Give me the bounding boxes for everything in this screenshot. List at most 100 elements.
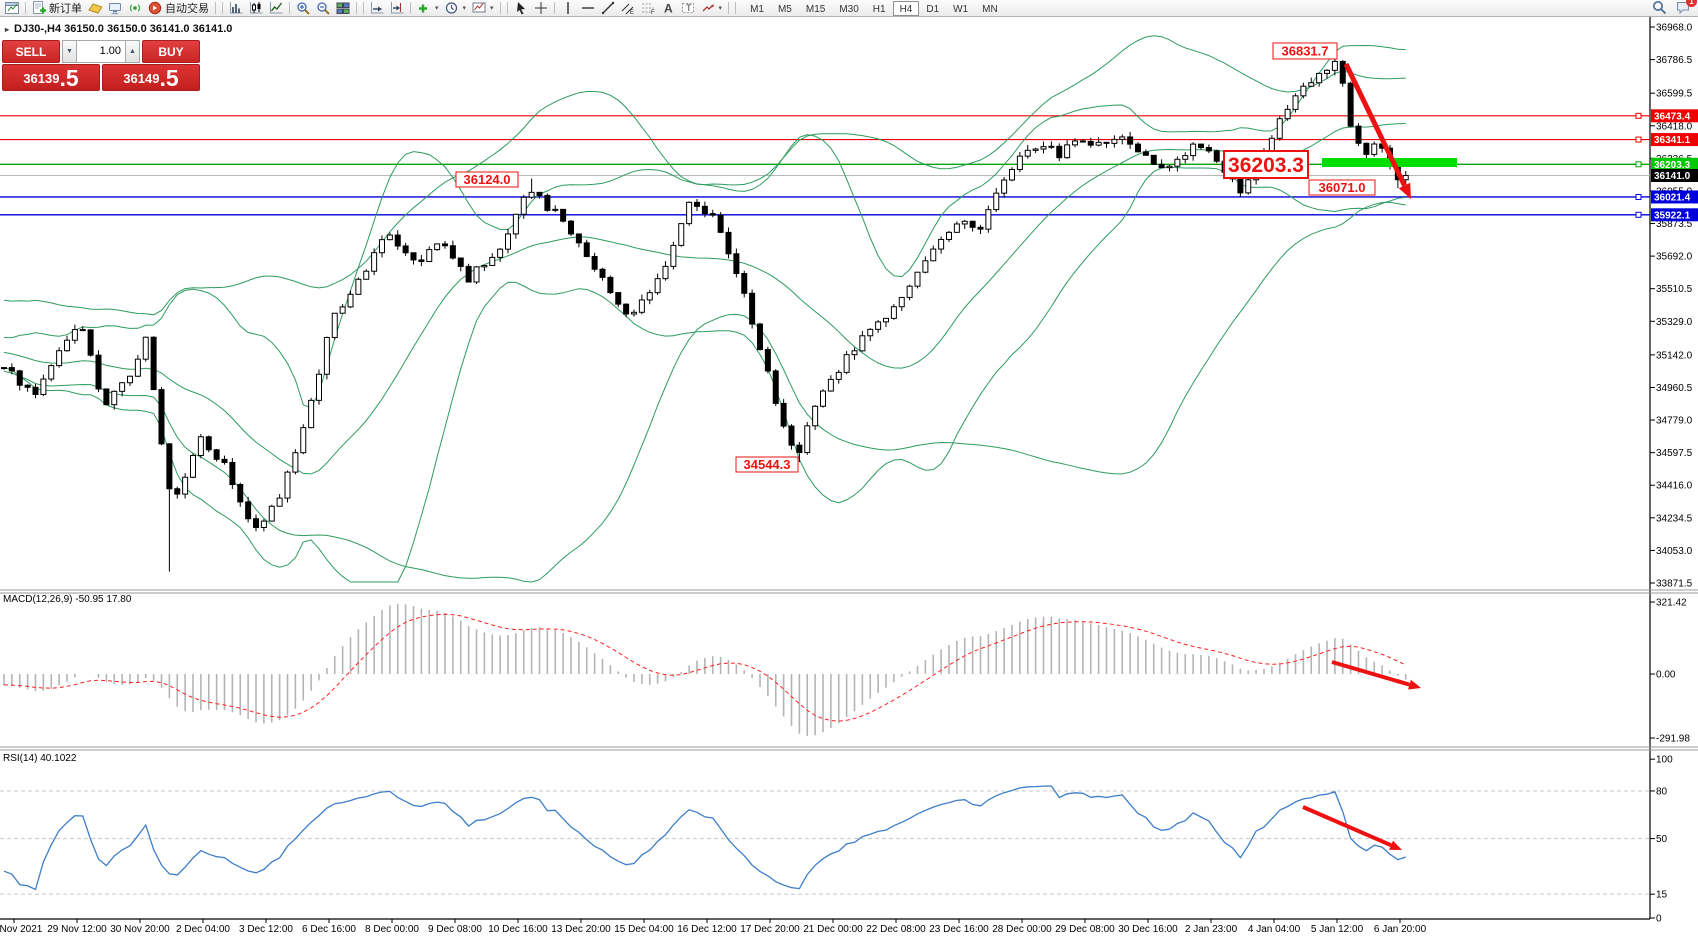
trend-arrow[interactable] — [1343, 62, 1411, 199]
line-chart-mode-button[interactable] — [266, 0, 286, 16]
symbol-ohlc-readout: ▸ DJ30-,H4 36150.0 36150.0 36141.0 36141… — [5, 23, 232, 35]
buy-button[interactable]: BUY — [142, 40, 200, 63]
svg-text:0: 0 — [1656, 914, 1662, 925]
volume-increase-button[interactable]: ▲ — [125, 40, 140, 63]
chart-window-button[interactable] — [2, 0, 22, 16]
notifications-button[interactable]: 1 — [1676, 0, 1697, 17]
rsi-pane: RSI(14) 40.1022 100 80 50 15 0 — [0, 753, 1673, 925]
peak-price-label[interactable] — [1272, 42, 1338, 60]
vertical-line-button[interactable] — [558, 0, 578, 16]
periods-button[interactable]: ▾ — [442, 0, 470, 16]
svg-text:23 Dec 16:00: 23 Dec 16:00 — [929, 924, 989, 935]
toolbar-separator — [215, 2, 216, 14]
svg-text:35873.5: 35873.5 — [1656, 219, 1693, 230]
sell-price[interactable]: 36139.5 — [2, 64, 100, 91]
tile-windows-button[interactable] — [333, 0, 353, 16]
svg-text:100: 100 — [1656, 755, 1673, 766]
candlestick-chart-mode-button[interactable] — [246, 0, 266, 16]
svg-text:33871.5: 33871.5 — [1656, 579, 1693, 590]
text-icon: A — [664, 2, 673, 16]
vertical-line-icon — [566, 2, 569, 14]
bar-chart-mode-icon — [230, 2, 243, 14]
svg-text:13 Dec 20:00: 13 Dec 20:00 — [551, 924, 611, 935]
market-button[interactable] — [85, 0, 105, 16]
timeframe-m30[interactable]: M30 — [839, 3, 859, 15]
crosshair-button[interactable] — [531, 0, 551, 16]
notification-badge: 1 — [1686, 0, 1697, 7]
fibonacci-button[interactable]: F — [638, 0, 658, 16]
svg-text:9 Dec 08:00: 9 Dec 08:00 — [428, 924, 482, 935]
bar-chart-mode-button[interactable] — [226, 0, 246, 16]
svg-text:28 Dec 00:00: 28 Dec 00:00 — [992, 924, 1052, 935]
svg-text:36418.0: 36418.0 — [1656, 121, 1693, 132]
chart-shift-icon — [391, 2, 404, 14]
svg-text:35510.5: 35510.5 — [1656, 284, 1693, 295]
timeframe-w1[interactable]: W1 — [953, 3, 969, 15]
equidistant-channel-button[interactable]: E — [618, 0, 638, 16]
virtual-hosting-button[interactable] — [105, 0, 125, 16]
search-button[interactable] — [1652, 0, 1667, 17]
timeframe-d1[interactable]: D1 — [926, 3, 940, 15]
svg-text:50: 50 — [1656, 834, 1668, 845]
chart-shift-button[interactable] — [387, 0, 407, 16]
svg-text:4 Jan 04:00: 4 Jan 04:00 — [1248, 924, 1301, 935]
svg-text:34597.5: 34597.5 — [1656, 448, 1693, 459]
horizontal-line-button[interactable] — [578, 0, 598, 16]
trendline-button[interactable] — [598, 0, 618, 16]
svg-text:34053.0: 34053.0 — [1656, 546, 1693, 557]
timeframe-h1[interactable]: H1 — [872, 3, 886, 15]
svg-text:36968.0: 36968.0 — [1656, 23, 1693, 34]
timeframe-mn[interactable]: MN — [982, 3, 998, 15]
macd-arrow[interactable] — [1331, 660, 1421, 690]
bollinger-bands — [3, 35, 1406, 583]
svg-text:15 Dec 04:00: 15 Dec 04:00 — [614, 924, 674, 935]
candlestick-chart-mode-icon — [250, 2, 263, 14]
autotrading-button[interactable]: 自动交易 — [145, 0, 212, 16]
svg-text:321.42: 321.42 — [1656, 598, 1687, 609]
volume-input[interactable]: 1.00 — [77, 40, 125, 63]
chevron-down-icon: ▾ — [462, 5, 467, 12]
low-price-label[interactable] — [1308, 179, 1376, 196]
rsi-arrow[interactable] — [1302, 805, 1402, 850]
templates-button[interactable]: ▾ — [469, 0, 497, 16]
text-button[interactable]: A — [658, 0, 678, 16]
svg-text:36599.5: 36599.5 — [1656, 89, 1693, 100]
ohlc-text: DJ30-,H4 36150.0 36150.0 36141.0 36141.0 — [14, 23, 233, 35]
fibonacci-icon: F — [641, 3, 655, 15]
panel-collapse-icon[interactable]: ▸ — [5, 24, 10, 34]
price-annotations[interactable]: 36831.7 36124.0 36203.3 36071.0 34544.3 — [455, 42, 1376, 473]
left-price-label[interactable] — [455, 171, 519, 188]
highlight-bar[interactable] — [1322, 158, 1457, 167]
timeframe-m5[interactable]: M5 — [777, 3, 792, 15]
auto-scroll-button[interactable] — [367, 0, 387, 16]
bottom-price-label[interactable] — [735, 456, 799, 473]
zoom-in-icon — [297, 2, 310, 15]
volume-decrease-button[interactable]: ▼ — [62, 40, 77, 63]
timeframe-h4[interactable]: H4 — [892, 0, 920, 16]
sell-button[interactable]: SELL — [2, 40, 60, 63]
buy-price-big: 36149 — [123, 71, 160, 86]
svg-text:16 Dec 12:00: 16 Dec 12:00 — [677, 924, 737, 935]
autotrading-label: 自动交易 — [165, 3, 209, 15]
svg-text:8 Dec 00:00: 8 Dec 00:00 — [365, 924, 419, 935]
svg-text:36341.1: 36341.1 — [1654, 135, 1691, 146]
text-label-button[interactable]: T — [678, 0, 698, 16]
toolbar-separator — [363, 2, 364, 14]
main-toolbar: 新订单 自动交易 ▾ ▾ ▾ E F A T ▾ M1 M5 M15 M30 H1 H4 D1 W1 MN 1 — [0, 0, 1698, 17]
new-order-button[interactable]: 新订单 — [29, 0, 85, 16]
cursor-button[interactable] — [511, 0, 531, 16]
macd-pane: MACD(12,26,9) -50.95 17.80 321.42 0.00 -291… — [3, 594, 1690, 745]
timeframe-m15[interactable]: M15 — [805, 3, 826, 15]
buy-price[interactable]: 36149.5 — [102, 64, 200, 91]
signals-button[interactable] — [125, 0, 145, 16]
svg-text:26 Nov 2021: 26 Nov 2021 — [0, 924, 43, 935]
zoom-out-button[interactable] — [313, 0, 333, 16]
timeframe-m1[interactable]: M1 — [750, 3, 764, 15]
chart-frame — [0, 17, 1698, 920]
svg-text:36831.7: 36831.7 — [1282, 44, 1329, 59]
zoom-in-button[interactable] — [293, 0, 313, 16]
indicators-button[interactable]: ▾ — [414, 0, 442, 16]
big-price-label[interactable] — [1223, 150, 1309, 179]
arrows-button[interactable]: ▾ — [698, 0, 726, 16]
svg-text:36203.3: 36203.3 — [1654, 160, 1691, 171]
